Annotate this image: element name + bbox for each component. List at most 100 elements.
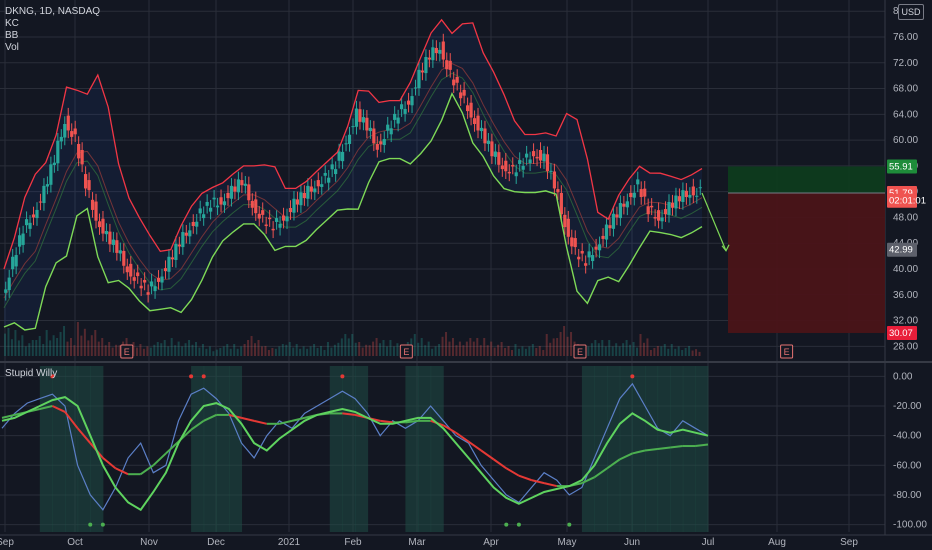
volume-bar bbox=[83, 328, 86, 356]
volume-bar bbox=[382, 340, 385, 356]
volume-bar bbox=[417, 342, 420, 356]
candle-body bbox=[580, 250, 584, 254]
volume-bar bbox=[490, 341, 493, 356]
volume-bar bbox=[385, 346, 388, 356]
osc-slow-segment bbox=[115, 467, 129, 476]
candle-body bbox=[11, 256, 15, 270]
volume-bar bbox=[493, 347, 496, 356]
candle-body bbox=[396, 117, 400, 124]
candle-body bbox=[601, 235, 605, 239]
volume-bar bbox=[670, 344, 673, 356]
volume-bar bbox=[14, 330, 17, 356]
candle-body bbox=[18, 235, 22, 247]
volume-bar bbox=[549, 342, 552, 356]
candle-body bbox=[122, 250, 126, 266]
volume-bar bbox=[194, 342, 197, 356]
candle-body bbox=[160, 276, 164, 283]
osc-tick-label: -40.00 bbox=[893, 431, 922, 442]
osc-slow-segment bbox=[241, 416, 255, 422]
candle-body bbox=[35, 209, 39, 219]
overbought-dot bbox=[201, 374, 206, 379]
candle-body bbox=[493, 151, 497, 157]
volume-bar bbox=[146, 346, 149, 356]
candle-body bbox=[608, 225, 612, 229]
volume-bar bbox=[24, 346, 27, 356]
volume-bar bbox=[21, 335, 24, 356]
osc-slow-segment bbox=[455, 431, 470, 443]
osc-slow-segment bbox=[467, 440, 482, 452]
volume-bar bbox=[49, 340, 52, 356]
price-label-text: 30.07 bbox=[889, 328, 913, 339]
volume-bar bbox=[184, 343, 187, 356]
time-tick-label: Sep bbox=[840, 537, 858, 548]
lower-pane-legend[interactable]: Stupid Willy bbox=[5, 368, 57, 380]
volume-bar bbox=[115, 344, 118, 356]
price-tick-label: 40.00 bbox=[893, 264, 918, 275]
candle-body bbox=[52, 162, 56, 166]
osc-shade-region bbox=[39, 366, 53, 532]
volume-bar bbox=[556, 338, 559, 356]
symbol-legend[interactable]: DKNG, 1D, NASDAQ KC BB Vol bbox=[5, 6, 100, 54]
volume-bar bbox=[288, 342, 291, 356]
candle-body bbox=[132, 277, 136, 281]
volume-bar bbox=[309, 346, 312, 356]
candle-body bbox=[202, 214, 206, 219]
candle-body bbox=[445, 60, 449, 70]
price-tick-label: 72.00 bbox=[893, 58, 918, 69]
osc-shade-region bbox=[65, 366, 79, 532]
candle-body bbox=[549, 170, 553, 172]
volume-bar bbox=[597, 343, 600, 356]
volume-bar bbox=[375, 338, 378, 356]
candle-body bbox=[337, 151, 341, 161]
candle-body bbox=[14, 255, 18, 267]
price-tick-label: 76.00 bbox=[893, 32, 918, 43]
currency-badge[interactable]: USD bbox=[898, 4, 924, 20]
volume-bar bbox=[354, 342, 357, 356]
candle-body bbox=[434, 47, 438, 54]
volume-bar bbox=[97, 341, 100, 356]
candle-body bbox=[229, 185, 234, 199]
earnings-marker: E bbox=[780, 344, 794, 359]
osc-shade-region bbox=[695, 366, 709, 532]
volume-bar bbox=[94, 330, 97, 356]
volume-bar bbox=[198, 347, 201, 356]
volume-bar bbox=[139, 344, 142, 356]
volume-bar bbox=[358, 342, 361, 356]
osc-slow-segment bbox=[203, 414, 217, 422]
candle-body bbox=[215, 205, 220, 208]
volume-bar bbox=[559, 332, 562, 356]
volume-bar bbox=[264, 346, 267, 356]
indicator-kc[interactable]: KC bbox=[5, 18, 19, 29]
candle-body bbox=[4, 289, 8, 293]
osc-shade-region bbox=[581, 366, 596, 532]
osc-slow-segment bbox=[165, 440, 180, 455]
candle-body bbox=[295, 199, 300, 205]
osc-shade-region bbox=[191, 366, 205, 532]
indicator-vol[interactable]: Vol bbox=[5, 42, 19, 53]
volume-bar bbox=[372, 341, 375, 356]
volume-bar bbox=[649, 350, 652, 356]
candle-body bbox=[236, 179, 241, 193]
bollinger-upper bbox=[3, 18, 703, 270]
volume-bar bbox=[608, 340, 611, 356]
osc-slow-segment bbox=[102, 457, 117, 470]
volume-bar bbox=[285, 344, 288, 356]
candle-body bbox=[591, 255, 595, 262]
osc-slow-segment bbox=[644, 448, 658, 452]
candle-body bbox=[417, 69, 421, 89]
volume-bars bbox=[4, 322, 701, 356]
osc-shade-region bbox=[430, 366, 444, 532]
earnings-marker-label: E bbox=[403, 347, 409, 357]
volume-bar bbox=[76, 322, 79, 356]
indicator-bb[interactable]: BB bbox=[5, 30, 19, 41]
candle-body bbox=[153, 286, 157, 292]
volume-bar bbox=[337, 342, 340, 356]
volume-bar bbox=[646, 338, 649, 356]
volume-bar bbox=[274, 348, 277, 356]
volume-bar bbox=[451, 338, 454, 356]
candle-body bbox=[125, 266, 129, 273]
candle-body bbox=[351, 126, 355, 128]
candle-body bbox=[459, 92, 463, 99]
osc-slow-segment bbox=[480, 449, 495, 461]
earnings-marker: E bbox=[120, 344, 134, 359]
